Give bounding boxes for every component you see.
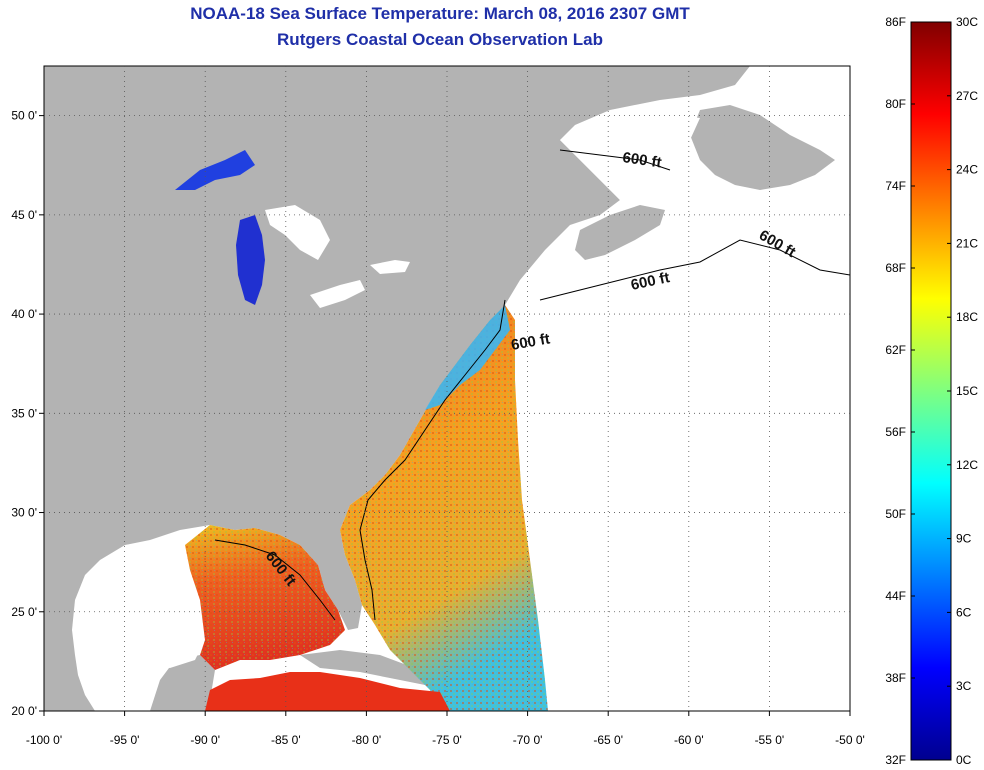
colorbar-f-label: 32F [885,753,906,767]
colorbar-c-label: 24C [956,163,978,177]
colorbar-f-label: 44F [885,589,906,603]
colorbar-f-label: 50F [885,507,906,521]
land-newfoundland [690,105,835,190]
lon-tick-label: -90 0' [190,733,220,747]
sst-atlantic-texture [340,305,548,711]
colorbar-c-label: 9C [956,532,972,546]
lat-tick-label: 25 0' [11,605,37,619]
colorbar-c-label: 3C [956,679,972,693]
colorbar-c-label: 27C [956,89,978,103]
colorbar-c-label: 15C [956,384,978,398]
lon-tick-label: -80 0' [352,733,382,747]
colorbar-f-label: 74F [885,179,906,193]
depth-label-new-england: 600 ft [510,330,552,354]
lon-tick-label: -85 0' [271,733,301,747]
lon-tick-label: -95 0' [110,733,140,747]
colorbar-f-label: 68F [885,261,906,275]
depth-contour-600ft [214,149,850,621]
lake-ontario [370,260,410,274]
sst-shelf-cool [425,305,510,410]
sst-caribbean [205,672,450,711]
lon-tick-label: -60 0' [674,733,704,747]
lat-tick-label: 50 0' [11,109,37,123]
land-yucatan [150,655,215,711]
colorbar-celsius-labels: 30C 27C 24C 21C 18C 15C 12C 9C 6C 3C 0C [947,15,978,767]
map-subtitle: Rutgers Coastal Ocean Observation Lab [277,30,603,49]
map-title: NOAA-18 Sea Surface Temperature: March 0… [190,4,690,23]
depth-label-gulf-st-lawrence: 600 ft [621,149,662,171]
lon-tick-label: -70 0' [513,733,543,747]
lon-tick-label: -65 0' [593,733,623,747]
lake-superior [175,150,255,190]
lat-tick-label: 35 0' [11,406,37,420]
colorbar [910,21,952,761]
colorbar-c-label: 18C [956,310,978,324]
colorbar-f-label: 86F [885,15,906,29]
lon-tick-label: -50 0' [835,733,865,747]
lake-huron [265,205,330,260]
lon-tick-label: -55 0' [755,733,785,747]
latitude-labels: 50 0' 45 0' 40 0' 35 0' 30 0' 25 0' 20 0' [11,109,44,718]
colorbar-f-label: 56F [885,425,906,439]
colorbar-f-label: 80F [885,97,906,111]
land-north-america [44,66,750,711]
land-nova-scotia [575,205,665,260]
colorbar-c-label: 30C [956,15,978,29]
lake-michigan [236,215,265,305]
gulf-of-mexico-nodata [90,545,205,668]
longitude-labels: -100 0' -95 0' -90 0' -85 0' -80 0' -75 0' -70… [26,711,865,747]
colorbar-f-label: 62F [885,343,906,357]
colorbar-c-label: 0C [956,753,972,767]
lon-tick-label: -100 0' [26,733,62,747]
colorbar-c-label: 21C [956,236,978,250]
sst-gulf-texture [185,525,345,670]
colorbar-fahrenheit-labels: 86F 80F 74F 68F 62F 56F 50F 44F 38F 32F [885,15,915,767]
lat-tick-label: 20 0' [11,704,37,718]
lake-erie [310,280,365,308]
colorbar-c-label: 12C [956,458,978,472]
colorbar-c-label: 6C [956,605,972,619]
colorbar-f-label: 38F [885,671,906,685]
lat-tick-label: 30 0' [11,506,37,520]
lon-tick-label: -75 0' [432,733,462,747]
gulf-st-lawrence-nodata [560,112,700,200]
lat-tick-label: 45 0' [11,208,37,222]
lat-tick-label: 40 0' [11,307,37,321]
